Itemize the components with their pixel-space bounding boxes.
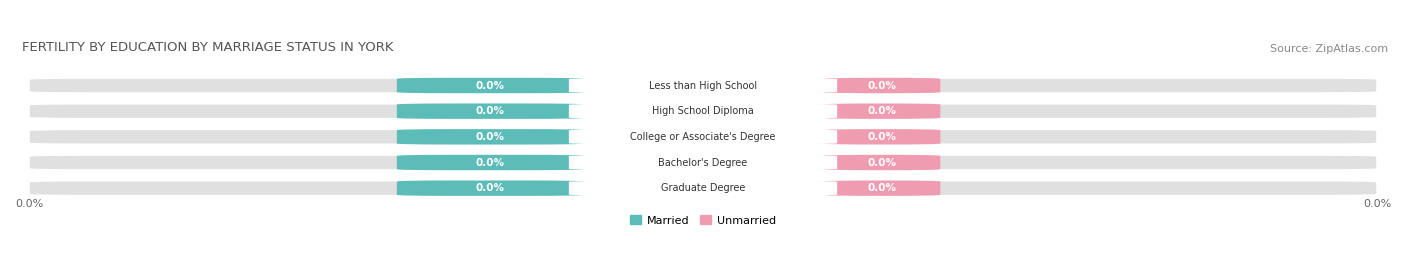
Text: 0.0%: 0.0%: [475, 132, 505, 142]
FancyBboxPatch shape: [28, 78, 1378, 93]
Legend: Married, Unmarried: Married, Unmarried: [630, 215, 776, 225]
FancyBboxPatch shape: [569, 181, 837, 195]
FancyBboxPatch shape: [396, 78, 582, 93]
Text: 0.0%: 0.0%: [475, 80, 505, 90]
Text: High School Diploma: High School Diploma: [652, 106, 754, 116]
FancyBboxPatch shape: [569, 155, 837, 170]
FancyBboxPatch shape: [569, 104, 837, 118]
Text: FERTILITY BY EDUCATION BY MARRIAGE STATUS IN YORK: FERTILITY BY EDUCATION BY MARRIAGE STATU…: [22, 41, 394, 54]
FancyBboxPatch shape: [396, 180, 582, 196]
Text: Source: ZipAtlas.com: Source: ZipAtlas.com: [1270, 44, 1388, 54]
FancyBboxPatch shape: [824, 104, 941, 119]
FancyBboxPatch shape: [396, 155, 582, 170]
Text: 0.0%: 0.0%: [475, 158, 505, 168]
FancyBboxPatch shape: [569, 78, 837, 93]
FancyBboxPatch shape: [28, 129, 1378, 144]
Text: 0.0%: 0.0%: [868, 132, 897, 142]
Text: 0.0%: 0.0%: [475, 106, 505, 116]
FancyBboxPatch shape: [28, 104, 1378, 119]
Text: 0.0%: 0.0%: [475, 183, 505, 193]
Text: 0.0%: 0.0%: [15, 199, 44, 209]
Text: 0.0%: 0.0%: [868, 183, 897, 193]
FancyBboxPatch shape: [396, 104, 582, 119]
Text: Less than High School: Less than High School: [650, 80, 756, 90]
FancyBboxPatch shape: [824, 155, 941, 170]
Text: Bachelor's Degree: Bachelor's Degree: [658, 158, 748, 168]
Text: 0.0%: 0.0%: [868, 80, 897, 90]
Text: 0.0%: 0.0%: [1362, 199, 1391, 209]
FancyBboxPatch shape: [28, 180, 1378, 196]
FancyBboxPatch shape: [28, 155, 1378, 170]
Text: Graduate Degree: Graduate Degree: [661, 183, 745, 193]
FancyBboxPatch shape: [569, 130, 837, 144]
Text: 0.0%: 0.0%: [868, 158, 897, 168]
FancyBboxPatch shape: [824, 129, 941, 144]
Text: 0.0%: 0.0%: [868, 106, 897, 116]
FancyBboxPatch shape: [824, 78, 941, 93]
Text: College or Associate's Degree: College or Associate's Degree: [630, 132, 776, 142]
FancyBboxPatch shape: [824, 180, 941, 196]
FancyBboxPatch shape: [396, 129, 582, 144]
